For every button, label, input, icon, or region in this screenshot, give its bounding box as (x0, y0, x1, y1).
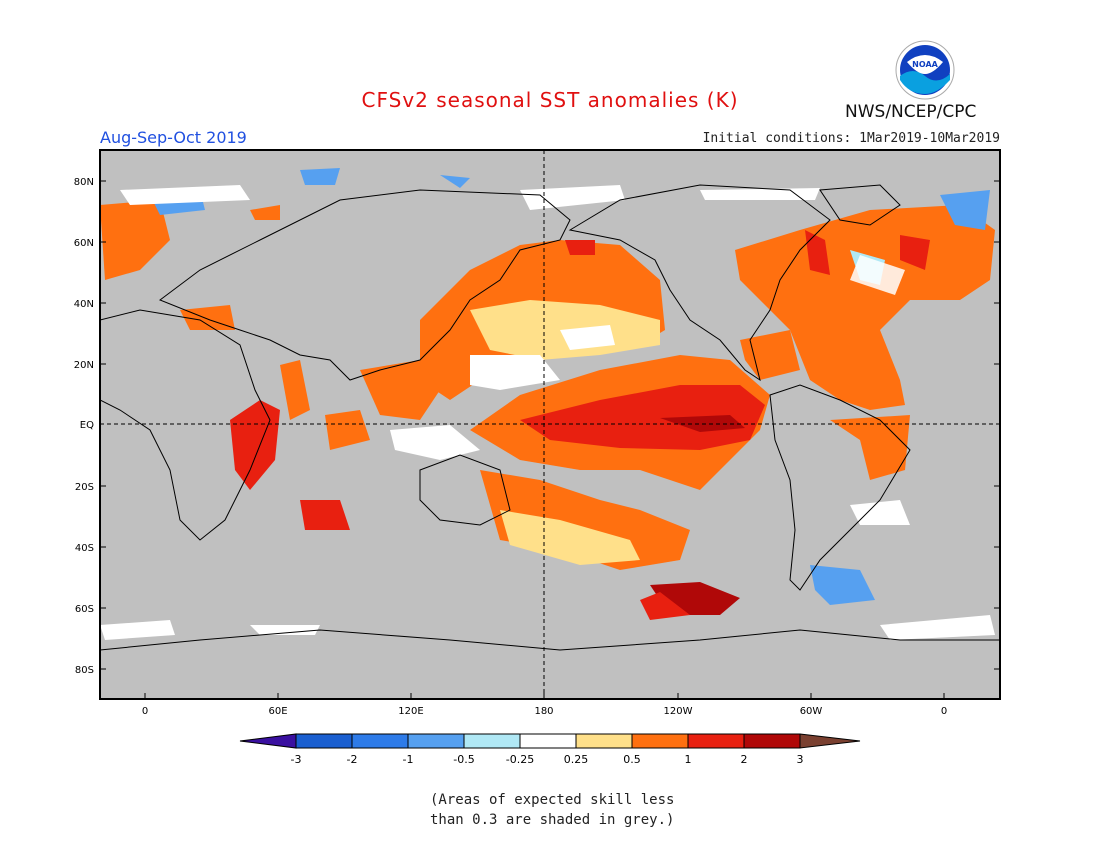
coastlines (100, 184, 1000, 651)
enso-darkred (660, 415, 745, 432)
colorbar-swatch (687, 733, 745, 749)
colorbar-label: -3 (291, 753, 302, 766)
southern-ocean-red (640, 592, 690, 620)
gulf-warm (740, 330, 800, 380)
arctic-cool-right (940, 190, 990, 230)
south-atlantic-cool (810, 565, 875, 605)
noaa-logo-icon: NOAA (895, 40, 955, 100)
atlantic-deep (805, 230, 930, 275)
colorbar-label: 2 (741, 753, 748, 766)
lat-label: EQ (80, 420, 94, 431)
lon-label: 180 (534, 706, 553, 717)
indian-ocean-warm (280, 360, 370, 450)
lon-label: 120W (664, 706, 693, 717)
atlantic-white (850, 255, 905, 295)
tropical-pacific-warm (470, 355, 770, 490)
colorbar: -3 -2 -1 -0.5 -0.25 0.25 0.5 1 2 3 (239, 733, 861, 766)
logo-text: NOAA (912, 60, 938, 69)
anomaly-shading (100, 168, 995, 640)
maritime-warm (360, 360, 440, 420)
north-atlantic-warm (735, 205, 995, 410)
colorbar-label: -0.25 (506, 753, 534, 766)
norway-sea-warm (100, 200, 170, 280)
southern-ocean-deep (650, 582, 740, 615)
colorbar-swatch (575, 733, 633, 749)
map-title: CFSv2 seasonal SST anomalies (K) (361, 88, 739, 112)
arctic-white (120, 185, 820, 210)
colorbar-swatch (407, 733, 465, 749)
colorbar-arrow-right (799, 733, 861, 749)
north-pacific-white (470, 325, 615, 390)
lat-label: 40N (74, 299, 94, 310)
lat-label: 20S (75, 482, 94, 493)
south-pacific-yellow (500, 510, 640, 565)
colorbar-swatch (295, 733, 353, 749)
south-pacific-warm (480, 470, 690, 570)
enso-red (520, 385, 765, 450)
skill-note: (Areas of expected skill less than 0.3 a… (430, 790, 770, 830)
bering-deep (565, 240, 595, 255)
colorbar-label: 1 (685, 753, 692, 766)
lat-label: 60S (75, 604, 94, 615)
southern-white (100, 615, 995, 640)
lat-label: 40S (75, 543, 94, 554)
map-background (100, 150, 1000, 699)
australia-white (390, 425, 480, 460)
skill-note-line: than 0.3 are shaded in grey.) (430, 812, 675, 828)
season-label: Aug-Sep-Oct 2019 (100, 128, 247, 147)
initial-conditions-label: Initial conditions: 1Mar2019-10Mar2019 (702, 131, 1000, 146)
lat-label: 60N (74, 238, 94, 249)
colorbar-label: -0.5 (453, 753, 474, 766)
agency-label: NWS/NCEP/CPC (845, 102, 977, 122)
latitude-axis: 80N 60N 40N 20N EQ 20S 40S 60S 80S (74, 177, 1000, 676)
colorbar-label: -2 (347, 753, 358, 766)
colorbar-swatch (463, 733, 521, 749)
colorbar-label: 0.5 (623, 753, 641, 766)
indian-south (300, 500, 350, 530)
lon-label: 0 (941, 706, 947, 717)
colorbar-swatch (351, 733, 409, 749)
colorbar-label: 0.25 (564, 753, 589, 766)
lat-label: 80S (75, 665, 94, 676)
colorbar-label: -1 (403, 753, 414, 766)
colorbar-arrow-left (239, 733, 297, 749)
north-pacific-yellow (470, 300, 660, 360)
lon-label: 120E (398, 706, 423, 717)
lat-label: 20N (74, 360, 94, 371)
south-atlantic-white (850, 500, 910, 525)
lat-label: 80N (74, 177, 94, 188)
lon-label: 60W (800, 706, 823, 717)
south-atlantic-warm (830, 415, 910, 480)
arctic-cool (150, 168, 470, 215)
lon-label: 0 (142, 706, 148, 717)
colorbar-label: 3 (797, 753, 804, 766)
map-frame (99, 149, 1001, 700)
atlantic-cool-patch (850, 250, 885, 285)
europe-warm (180, 205, 280, 330)
skill-note-line: (Areas of expected skill less (430, 792, 675, 808)
lon-label: 60E (268, 706, 287, 717)
colorbar-swatch (519, 733, 577, 749)
colorbar-swatch (743, 733, 801, 749)
north-pacific-warm (420, 240, 665, 400)
colorbar-swatch (631, 733, 689, 749)
indian-warm (230, 400, 280, 490)
longitude-axis: 0 60E 120E 180 120W 60W 0 (142, 693, 947, 717)
